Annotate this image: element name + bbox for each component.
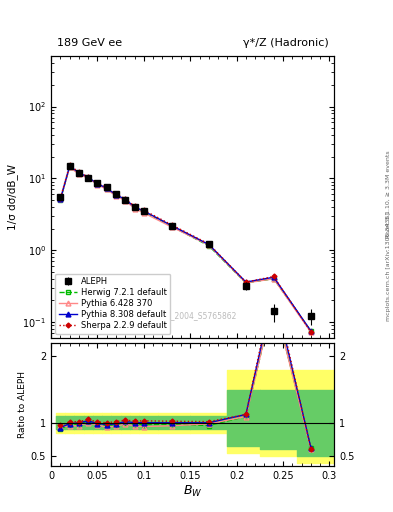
Sherpa 2.2.9 default: [132, 203, 137, 209]
Pythia 8.308 default: [132, 204, 137, 210]
Sherpa 2.2.9 default: [206, 241, 211, 247]
Sherpa 2.2.9 default: [105, 184, 109, 190]
Pythia 6.428 370: [77, 171, 81, 177]
Herwig 7.2.1 default: [95, 181, 100, 187]
Herwig 7.2.1 default: [309, 328, 313, 334]
Text: 189 GeV ee: 189 GeV ee: [57, 38, 122, 48]
Herwig 7.2.1 default: [272, 275, 276, 282]
Sherpa 2.2.9 default: [141, 207, 146, 214]
Pythia 8.308 default: [86, 175, 90, 181]
Pythia 6.428 370: [58, 196, 63, 202]
Pythia 8.308 default: [95, 181, 100, 187]
Legend: ALEPH, Herwig 7.2.1 default, Pythia 6.428 370, Pythia 8.308 default, Sherpa 2.2.: ALEPH, Herwig 7.2.1 default, Pythia 6.42…: [55, 274, 170, 334]
Sherpa 2.2.9 default: [77, 169, 81, 175]
Line: Pythia 6.428 370: Pythia 6.428 370: [58, 165, 313, 335]
Pythia 6.428 370: [114, 193, 118, 199]
Herwig 7.2.1 default: [141, 209, 146, 215]
Line: Herwig 7.2.1 default: Herwig 7.2.1 default: [58, 164, 313, 333]
Pythia 8.308 default: [169, 223, 174, 229]
Herwig 7.2.1 default: [105, 185, 109, 191]
Pythia 8.308 default: [309, 328, 313, 334]
Line: Pythia 8.308 default: Pythia 8.308 default: [58, 164, 313, 333]
X-axis label: $B_W$: $B_W$: [183, 483, 202, 499]
Pythia 8.308 default: [206, 241, 211, 247]
Sherpa 2.2.9 default: [123, 196, 128, 202]
Text: γ*/Z (Hadronic): γ*/Z (Hadronic): [242, 38, 329, 48]
Sherpa 2.2.9 default: [244, 279, 248, 285]
Herwig 7.2.1 default: [67, 164, 72, 170]
Pythia 6.428 370: [67, 164, 72, 170]
Pythia 8.308 default: [77, 169, 81, 176]
Pythia 6.428 370: [244, 280, 248, 286]
Herwig 7.2.1 default: [123, 197, 128, 203]
Sherpa 2.2.9 default: [272, 273, 276, 280]
Text: mcplots.cern.ch [arXiv:1306.3436]: mcplots.cern.ch [arXiv:1306.3436]: [386, 212, 391, 321]
Pythia 6.428 370: [309, 329, 313, 335]
Herwig 7.2.1 default: [114, 193, 118, 199]
Pythia 8.308 default: [67, 163, 72, 169]
Herwig 7.2.1 default: [77, 170, 81, 176]
Pythia 6.428 370: [86, 175, 90, 181]
Herwig 7.2.1 default: [206, 243, 211, 249]
Pythia 6.428 370: [95, 181, 100, 187]
Pythia 8.308 default: [141, 208, 146, 214]
Text: ALEPH_2004_S5765862: ALEPH_2004_S5765862: [147, 311, 238, 320]
Sherpa 2.2.9 default: [58, 195, 63, 201]
Pythia 8.308 default: [244, 279, 248, 285]
Sherpa 2.2.9 default: [67, 162, 72, 168]
Pythia 6.428 370: [141, 210, 146, 216]
Text: Rivet 3.1.10, ≥ 3.3M events: Rivet 3.1.10, ≥ 3.3M events: [386, 151, 391, 239]
Sherpa 2.2.9 default: [169, 222, 174, 228]
Herwig 7.2.1 default: [58, 197, 63, 203]
Pythia 6.428 370: [123, 198, 128, 204]
Pythia 6.428 370: [272, 275, 276, 282]
Sherpa 2.2.9 default: [95, 180, 100, 186]
Y-axis label: 1/σ dσ/dB_W: 1/σ dσ/dB_W: [7, 164, 18, 230]
Sherpa 2.2.9 default: [114, 190, 118, 197]
Pythia 8.308 default: [123, 196, 128, 202]
Sherpa 2.2.9 default: [309, 329, 313, 335]
Line: Sherpa 2.2.9 default: Sherpa 2.2.9 default: [59, 163, 312, 333]
Sherpa 2.2.9 default: [86, 174, 90, 180]
Pythia 6.428 370: [206, 242, 211, 248]
Pythia 8.308 default: [272, 274, 276, 280]
Pythia 6.428 370: [105, 186, 109, 193]
Pythia 6.428 370: [169, 224, 174, 230]
Herwig 7.2.1 default: [169, 223, 174, 229]
Herwig 7.2.1 default: [244, 280, 248, 286]
Pythia 8.308 default: [58, 196, 63, 202]
Pythia 8.308 default: [105, 185, 109, 191]
Pythia 6.428 370: [132, 205, 137, 211]
Herwig 7.2.1 default: [86, 175, 90, 181]
Y-axis label: Ratio to ALEPH: Ratio to ALEPH: [18, 371, 27, 438]
Pythia 8.308 default: [114, 191, 118, 198]
Herwig 7.2.1 default: [132, 205, 137, 211]
